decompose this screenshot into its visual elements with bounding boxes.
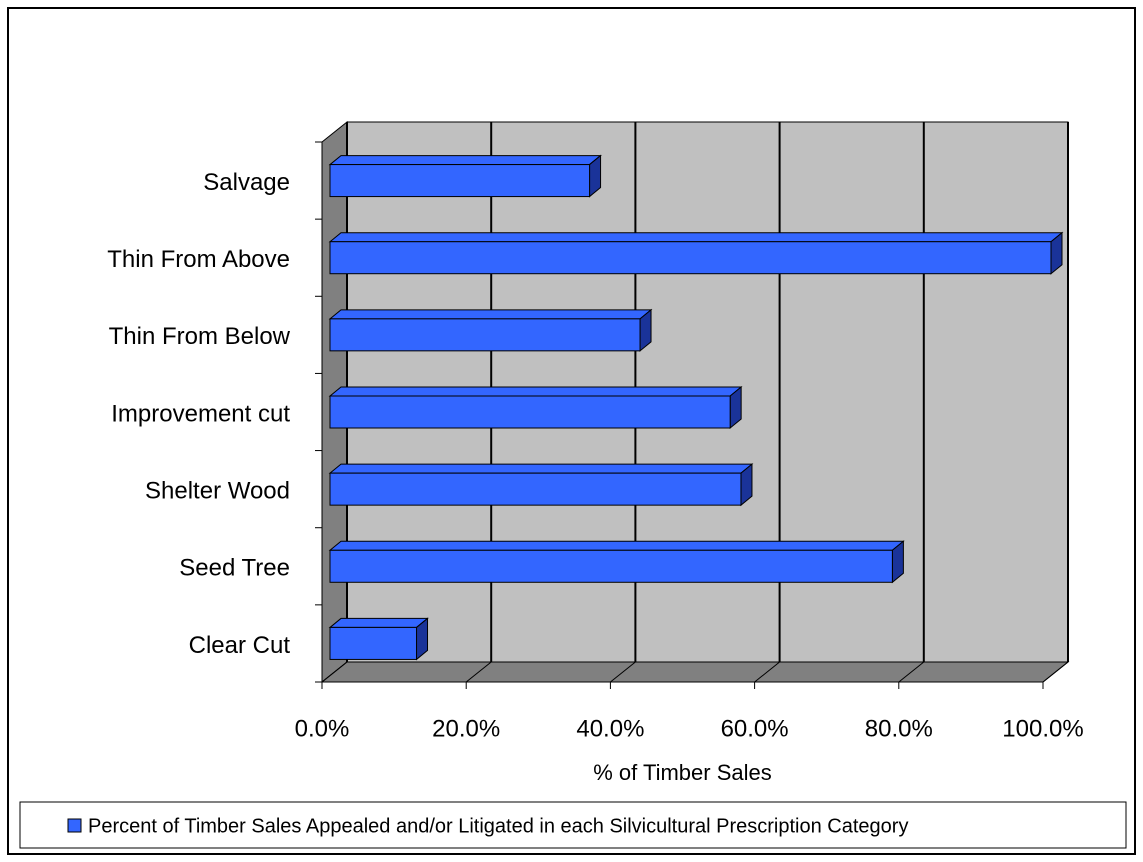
bar [329,164,591,198]
floor-grid-line [898,661,925,683]
y-tick-label: Seed Tree [179,555,290,582]
y-tick-label: Improvement cut [111,400,290,427]
y-tick-label: Thin From Above [107,246,290,273]
x-tick-label: 20.0% [432,715,500,742]
bar-top [328,540,905,551]
bar-top [328,155,602,166]
floor [320,661,1070,683]
x-tick-label: 100.0% [1002,715,1083,742]
x-tick-label: 60.0% [721,715,789,742]
bar-top [328,309,653,320]
bar [329,549,893,583]
x-tick-label: 80.0% [865,715,933,742]
legend-text: Percent of Timber Sales Appealed and/or … [88,815,908,837]
y-tick-label: Shelter Wood [145,477,290,504]
bar [329,395,731,429]
floor-grid-line [321,661,348,683]
floor-grid-line [1042,661,1069,683]
x-tick-label: 0.0% [295,715,350,742]
x-tick-label: 40.0% [576,715,644,742]
y-tick-label: Thin From Below [109,323,291,350]
bar [329,241,1052,275]
x-axis-title: % of Timber Sales [593,760,772,785]
bar-top [328,617,429,628]
floor-grid-line [610,661,636,683]
bar [329,472,742,506]
bar [329,318,641,352]
legend-marker [67,818,82,833]
floor-grid-line [754,661,780,683]
floor-grid-line [465,661,492,683]
y-tick-label: Salvage [203,169,290,196]
bar [329,626,418,660]
legend-box [19,801,1127,849]
y-tick-label: Clear Cut [189,632,291,659]
bar-top [328,386,743,397]
bar-top [328,232,1064,243]
bar-top [328,463,754,474]
